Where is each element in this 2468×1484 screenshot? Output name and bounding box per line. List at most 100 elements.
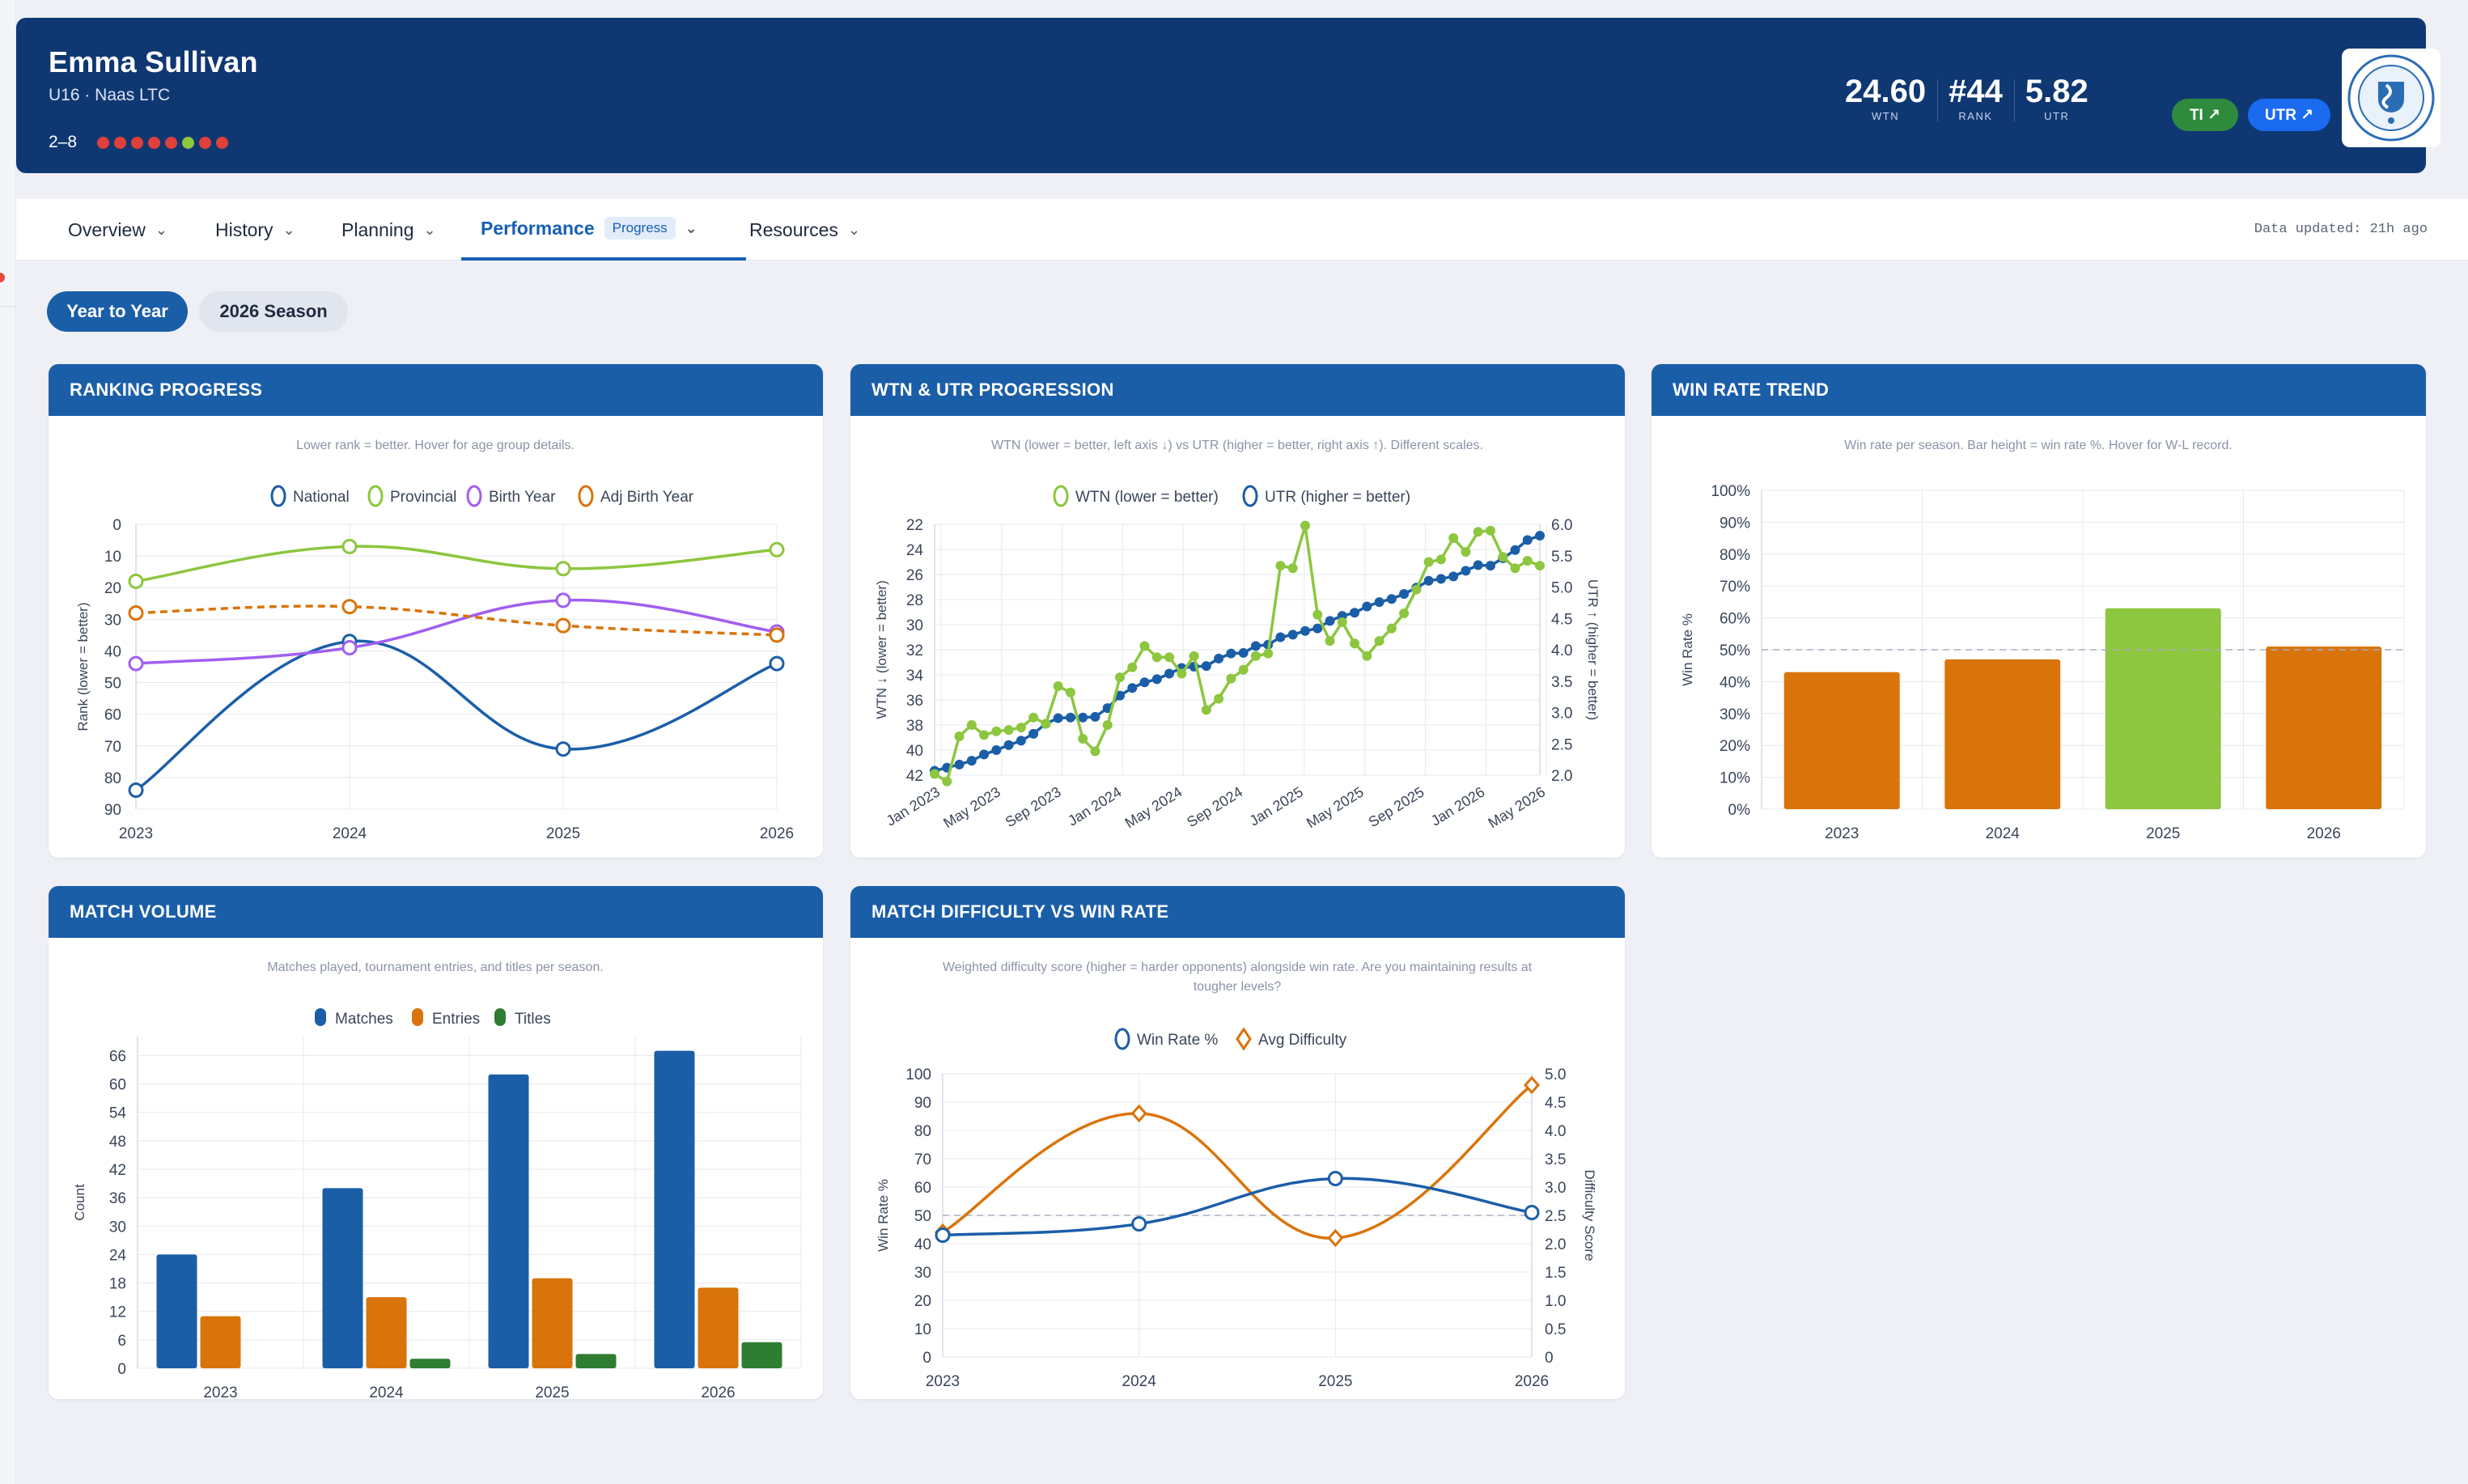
y2-tick-label: 5.0 (1551, 580, 1572, 597)
data-point (341, 640, 358, 656)
wtn-point (1498, 552, 1508, 562)
wtn-point (1028, 712, 1039, 723)
wtn-point (1362, 651, 1372, 661)
wtn-point (1448, 533, 1459, 544)
tab-label: Resources (749, 218, 838, 240)
y-tick-label: 70 (104, 739, 121, 756)
club-logo (2342, 49, 2440, 147)
wtn-point (991, 726, 1002, 736)
ti-link-button[interactable]: TI ↗ (2172, 99, 2238, 131)
wtn-utr-chart: WTN (lower = better, left axis ↓) vs UTR… (874, 439, 1601, 831)
tab-performance[interactable]: Performance Progress ⌄ (461, 199, 746, 261)
subtab-season[interactable]: 2026 Season (199, 291, 348, 332)
y-tick-label: 80 (104, 770, 121, 787)
x-tick-label: 2023 (1825, 825, 1859, 842)
x-tick-label: 2025 (2146, 825, 2180, 842)
legend-swatch (466, 485, 482, 507)
wtn-point (1127, 662, 1138, 672)
data-point (555, 592, 571, 608)
legend-swatch (1053, 485, 1069, 507)
y2-tick-label: 2.0 (1545, 1236, 1566, 1253)
player-header: Emma Sullivan U16 · Naas LTC 2–8 24.60 W… (16, 18, 2440, 173)
utr-point (1300, 625, 1310, 636)
difficulty-point (1523, 1075, 1541, 1095)
tab-history[interactable]: History ⌄ (215, 199, 295, 261)
y-axis-label: Rank (lower = better) (75, 602, 91, 731)
chart-subtitle: Lower rank = better. Hover for age group… (296, 439, 575, 452)
difficulty-chart: Weighted difficulty score (higher = hard… (876, 960, 1597, 1390)
y2-tick-label: 3.5 (1545, 1151, 1566, 1168)
wtn-point (1214, 693, 1224, 704)
x-tick-label: 2024 (1122, 1373, 1157, 1390)
tab-planning[interactable]: Planning ⌄ (341, 199, 436, 261)
y-tick-label: 80 (914, 1123, 931, 1140)
utr-point (1139, 677, 1150, 688)
y-tick-label: 60% (1720, 611, 1750, 628)
x-tick-label: 2026 (1515, 1373, 1549, 1390)
utr-link-button[interactable]: UTR ↗ (2248, 99, 2330, 131)
data-point (341, 538, 358, 554)
legend-swatch (1114, 1028, 1130, 1050)
y2-axis-label: Difficulty Score (1582, 1169, 1597, 1261)
bar (1783, 672, 1900, 809)
x-tick-label: 2023 (203, 1384, 237, 1399)
tab-resources[interactable]: Resources ⌄ (749, 199, 860, 261)
legend-swatch (1236, 1027, 1252, 1051)
y-tick-label: 90 (104, 802, 121, 819)
legend-swatch (494, 1008, 506, 1026)
x-tick-label: 2024 (369, 1384, 404, 1399)
y-tick-label: 0 (112, 517, 121, 534)
club-crest-icon (2347, 54, 2435, 142)
win-rate-line (942, 1177, 1533, 1237)
y2-tick-label: 5.5 (1551, 549, 1572, 566)
utr-point (1386, 594, 1397, 604)
tab-overview[interactable]: Overview ⌄ (68, 199, 168, 261)
chevron-down-icon: ⌄ (423, 221, 436, 238)
bar (532, 1278, 573, 1368)
difficulty-line (942, 1083, 1533, 1240)
data-point (128, 655, 144, 672)
y-tick-label: 28 (906, 592, 923, 609)
legend-swatch (270, 485, 286, 507)
subtab-year-to-year[interactable]: Year to Year (47, 291, 188, 332)
utr-point (979, 749, 990, 760)
y-tick-label: 50 (914, 1208, 931, 1225)
form-dot (216, 137, 228, 149)
wtn-point (1151, 652, 1162, 663)
data-point (128, 782, 144, 799)
utr-point (1028, 728, 1039, 739)
x-tick-label: May 2025 (1304, 783, 1367, 831)
tab-label: Overview (68, 218, 146, 240)
x-tick-label: 2026 (701, 1384, 735, 1399)
card-title: MATCH DIFFICULTY VS WIN RATE (850, 886, 1625, 938)
main-nav: Overview ⌄ History ⌄ Planning ⌄ Performa… (16, 199, 2468, 261)
card-title: WIN RATE TREND (1652, 364, 2426, 416)
x-tick-label: 2025 (546, 825, 580, 842)
card-title: RANKING PROGRESS (49, 364, 823, 416)
y2-axis-label: UTR ↑ (higher = better) (1585, 579, 1601, 720)
y2-tick-label: 4.5 (1551, 611, 1572, 628)
series-line (135, 604, 778, 637)
y-tick-label: 22 (906, 517, 923, 534)
wtn-point (1201, 705, 1211, 715)
wtn-point (1473, 527, 1483, 537)
y-tick-label: 26 (906, 567, 923, 584)
chart-subtitle: tougher levels? (1194, 980, 1282, 994)
tab-label: History (215, 218, 274, 240)
difficulty-card: MATCH DIFFICULTY VS WIN RATE Weighted di… (850, 886, 1625, 1399)
utr-point (1078, 712, 1088, 723)
wtn-point (1337, 617, 1347, 627)
stat-value: 5.82 (2025, 74, 2088, 109)
x-tick-label: 2025 (535, 1384, 569, 1399)
y2-tick-label: 4.0 (1545, 1123, 1566, 1140)
legend-label: WTN (lower = better) (1075, 489, 1219, 506)
legend-label: UTR (higher = better) (1265, 489, 1410, 506)
series-line (134, 639, 778, 791)
tab-badge: Progress (604, 217, 676, 240)
y-tick-label: 30 (914, 1265, 931, 1282)
ranking-progress-card: RANKING PROGRESS Lower rank = better. Ho… (49, 364, 823, 858)
utr-point (1127, 683, 1138, 693)
y-tick-label: 36 (109, 1190, 126, 1207)
y-tick-label: 24 (906, 542, 924, 559)
data-point (128, 605, 144, 621)
